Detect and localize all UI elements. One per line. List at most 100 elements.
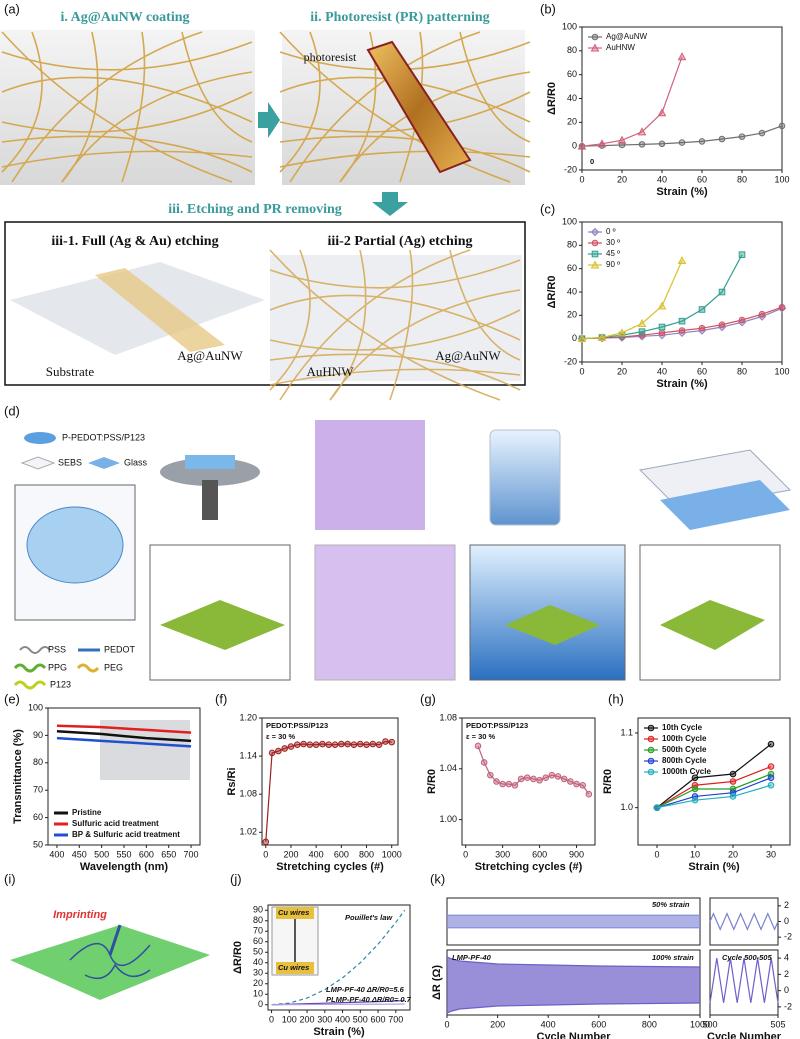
y-tick-label: 0 [258, 999, 263, 1009]
marker [369, 740, 377, 748]
x-tick-label: 700 [388, 1014, 403, 1024]
y-tick-label: 0 [572, 333, 577, 343]
film [160, 600, 285, 650]
panel-label: (i) [4, 871, 16, 886]
marker [542, 774, 550, 781]
annotation: PEDOT:PSS/P123 [466, 721, 528, 730]
x-tick-label: 200 [283, 849, 298, 859]
series-line [56, 730, 192, 743]
y-tick-label: 4 [784, 953, 789, 963]
marker [738, 316, 746, 324]
marker [637, 318, 647, 327]
y-tick-label: 80 [567, 45, 577, 55]
marker [480, 759, 488, 766]
marker [517, 775, 525, 783]
marker [647, 746, 655, 754]
marker [698, 324, 706, 332]
marker [677, 255, 687, 264]
x-tick-label: 800 [642, 1019, 657, 1029]
x-tick-label: 20 [617, 366, 627, 376]
legend-text: 500th Cycle [662, 745, 707, 754]
x-axis-label: Strain (%) [656, 186, 708, 198]
y-tick-label: 0 [784, 985, 789, 995]
marker [678, 139, 686, 146]
y-axis-label: Transmittance (%) [12, 729, 24, 824]
series-line [581, 306, 783, 340]
marker [597, 139, 607, 148]
panel-label: (d) [4, 403, 20, 418]
x-axis-label: Stretching cycles (#) [276, 861, 384, 873]
legend-text: Glass [124, 457, 148, 467]
marker [293, 741, 301, 748]
marker [300, 740, 307, 748]
step-title: i. Ag@AuNW coating [60, 10, 189, 25]
annotation: LMP-PF-40 ΔR/R0=5.6 [326, 985, 405, 994]
y-tick-label: 1.20 [239, 712, 257, 722]
x-tick-label: 60 [697, 174, 707, 184]
marker [577, 141, 587, 150]
x-axis-label: Strain (%) [688, 861, 740, 873]
x-tick-label: 80 [737, 174, 747, 184]
marker [505, 780, 513, 788]
marker [382, 738, 389, 745]
plot-frame [267, 904, 411, 1011]
series-line [265, 740, 392, 842]
legend-text: Sulfuric acid treatment [72, 819, 159, 828]
marker [350, 741, 358, 748]
x-tick-label: 40 [657, 366, 667, 376]
wire-pad [276, 907, 314, 919]
x-tick-label: 650 [161, 849, 176, 859]
marker [312, 741, 320, 748]
series-line [446, 956, 701, 968]
marker [577, 334, 587, 343]
legend-text: AuHNW [606, 43, 635, 52]
y-tick-label: -20 [564, 164, 577, 174]
marker [653, 804, 661, 811]
marker [718, 321, 726, 328]
y-tick-label: 1.02 [239, 827, 257, 837]
x-axis-label: Strain (%) [656, 378, 708, 390]
series-line [709, 912, 779, 931]
plot-frame [637, 717, 791, 846]
legend-text: 0 º [606, 227, 616, 236]
label: Imprinting [53, 909, 107, 921]
marker [677, 52, 687, 61]
x-tick-label: 0 [269, 1014, 274, 1024]
annotation: PLMP-PF-40 ΔR/R0= 0.7 [326, 995, 412, 1004]
arrow [372, 192, 408, 216]
legend-text: PEG [104, 662, 123, 672]
marker [657, 301, 667, 310]
x-tick-label: 400 [309, 849, 324, 859]
panel-label: (g) [420, 691, 436, 706]
annotation: PEDOT:PSS/P123 [266, 721, 328, 730]
marker [262, 838, 270, 846]
series-line [271, 909, 406, 1006]
x-tick-label: 900 [569, 849, 584, 859]
marker [691, 796, 699, 804]
y-tick-label: 80 [33, 757, 43, 767]
marker [658, 140, 666, 148]
series-line [56, 736, 192, 748]
legend-text: SEBS [58, 457, 82, 467]
marker [758, 129, 766, 137]
legend-text: 45 º [606, 249, 620, 258]
mold [315, 420, 425, 530]
y-tick-label: 0 [784, 916, 789, 926]
panel-label: (e) [4, 691, 20, 706]
x-tick-label: 100 [774, 366, 789, 376]
x-tick-label: 0 [579, 366, 584, 376]
marker [778, 303, 786, 311]
y-tick-label: 40 [567, 286, 577, 296]
y-tick-label: -2 [784, 932, 792, 942]
x-axis-label: Cycle Number [707, 1031, 782, 1039]
sample [185, 455, 235, 469]
x-tick-label: 40 [657, 174, 667, 184]
x-axis-label: Wavelength (nm) [80, 861, 169, 873]
annotation: Cu wires [278, 963, 309, 972]
marker [356, 740, 364, 748]
series-line [709, 958, 779, 1003]
marker [738, 133, 746, 140]
legend-text: P123 [50, 679, 71, 689]
marker [729, 793, 737, 800]
legend-text: 10th Cycle [662, 723, 703, 732]
